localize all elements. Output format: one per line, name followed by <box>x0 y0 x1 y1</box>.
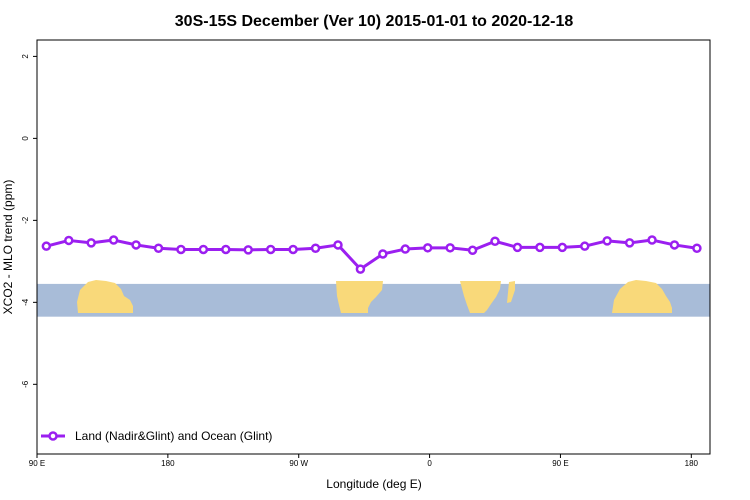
y-tick-label: -4 <box>21 298 30 306</box>
data-point <box>131 240 141 250</box>
legend: Land (Nadir&Glint) and Ocean (Glint) <box>41 429 272 443</box>
data-point <box>579 241 590 251</box>
y-tick-label: -2 <box>21 216 30 224</box>
data-point <box>512 242 523 253</box>
x-axis-label: Longitude (deg E) <box>326 477 421 491</box>
data-point <box>692 243 702 253</box>
data-point <box>557 242 568 253</box>
data-point <box>221 244 231 255</box>
data-point <box>422 243 433 253</box>
land-australia <box>77 280 133 313</box>
x-axis-ticks: 90 E 180 90 W 0 90 E 180 <box>29 454 699 468</box>
y-axis-label: XCO2 - MLO trend (ppm) <box>1 180 15 315</box>
series-line <box>45 238 698 271</box>
data-point <box>108 235 119 245</box>
legend-label: Land (Nadir&Glint) and Ocean (Glint) <box>75 429 272 443</box>
chart-title: 30S-15S December (Ver 10) 2015-01-01 to … <box>175 13 574 30</box>
x-tick-label: 90 E <box>552 459 568 468</box>
x-tick-label: 180 <box>161 459 175 468</box>
data-point <box>445 243 455 253</box>
y-tick-label: 0 <box>21 136 30 141</box>
data-point <box>41 241 52 251</box>
data-point <box>490 236 500 247</box>
y-tick-label: -6 <box>21 380 30 388</box>
data-point <box>400 244 411 254</box>
data-point <box>602 236 612 246</box>
data-point <box>355 264 366 274</box>
data-point <box>467 245 478 256</box>
data-point <box>243 245 253 255</box>
plot-frame <box>36 39 711 455</box>
data-point <box>669 240 680 250</box>
y-axis-ticks: 2 0 -2 -4 -6 <box>21 54 37 388</box>
data-point <box>378 249 388 259</box>
land-masses <box>77 280 672 313</box>
land-south-america <box>336 281 383 313</box>
data-point <box>624 238 635 248</box>
data-point <box>333 240 343 250</box>
x-tick-label: 90 W <box>289 459 308 468</box>
series-land-ocean <box>41 235 702 274</box>
data-point <box>64 235 74 246</box>
land-africa <box>460 281 501 313</box>
data-point <box>310 243 321 253</box>
world-map-strip <box>37 280 710 317</box>
data-point <box>288 244 298 255</box>
x-tick-label: 180 <box>685 459 699 468</box>
data-point <box>647 235 657 245</box>
legend-marker <box>48 431 58 441</box>
land-australia-repeat <box>612 280 672 313</box>
data-point <box>265 244 276 255</box>
x-tick-label: 90 E <box>29 459 45 468</box>
y-tick-label: 2 <box>21 54 30 59</box>
data-point <box>176 244 186 255</box>
data-point <box>198 244 209 255</box>
x-tick-label: 0 <box>427 459 432 468</box>
data-point <box>153 243 164 253</box>
data-point <box>535 242 545 253</box>
land-madagascar <box>507 281 515 303</box>
data-point <box>86 238 96 248</box>
